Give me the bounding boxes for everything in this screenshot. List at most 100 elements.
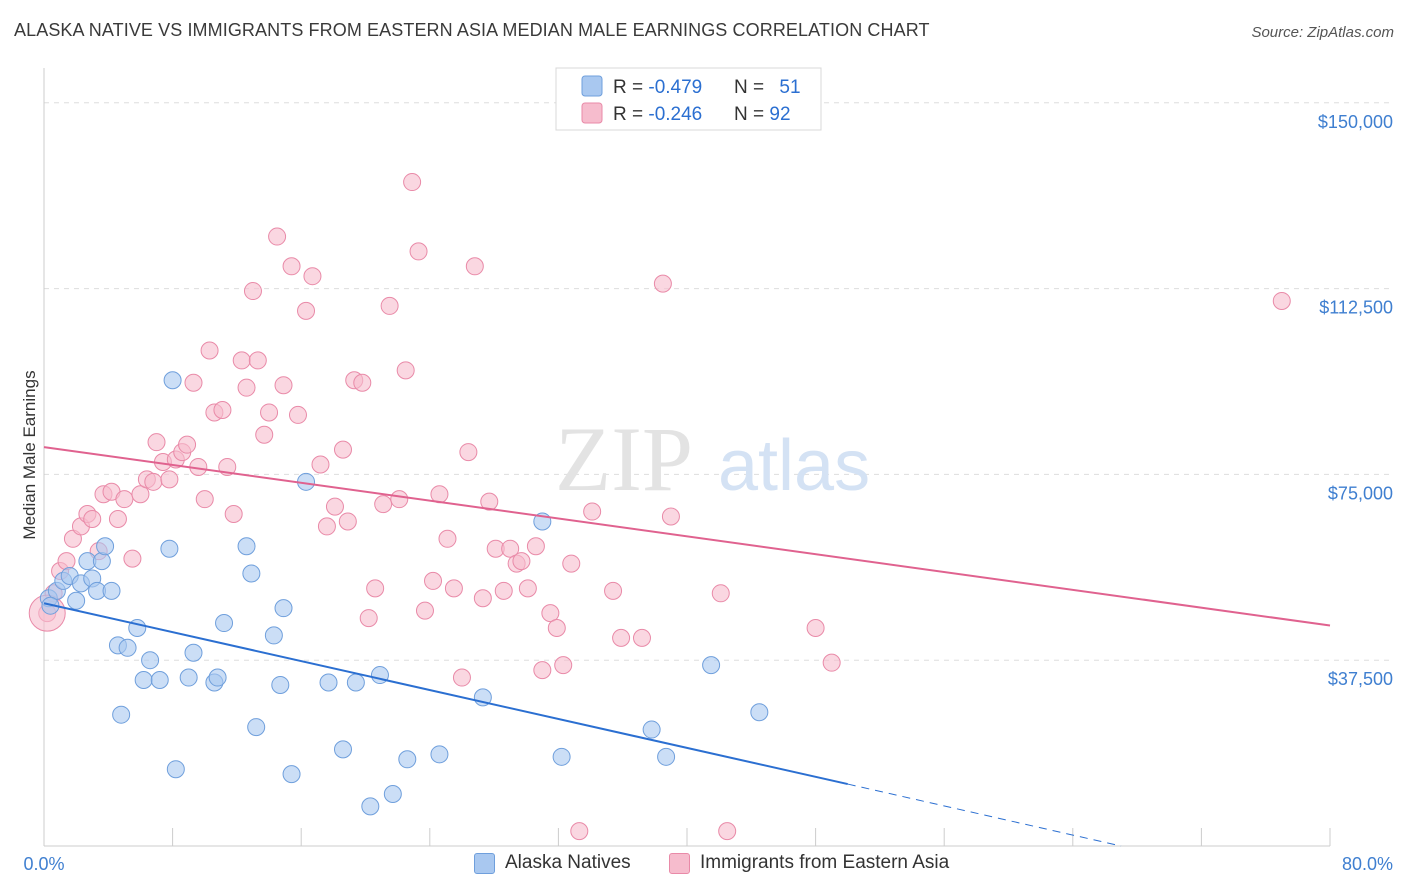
data-point-eastern-asia-59 bbox=[424, 571, 443, 590]
trend-line-eastern-asia bbox=[43, 446, 1331, 627]
data-point-eastern-asia-11 bbox=[108, 509, 127, 528]
data-point-eastern-asia-50 bbox=[359, 609, 378, 628]
x-tick-label-0: 0.0% bbox=[23, 854, 64, 874]
data-point-eastern-asia-23 bbox=[184, 373, 203, 392]
data-point-alaska-19 bbox=[160, 539, 179, 558]
data-point-alaska-14 bbox=[118, 638, 137, 657]
data-point-eastern-asia-17 bbox=[147, 433, 166, 452]
trend-lines bbox=[43, 446, 1331, 847]
data-point-eastern-asia-72 bbox=[512, 552, 531, 571]
data-point-eastern-asia-73 bbox=[518, 579, 537, 598]
data-point-eastern-asia-13 bbox=[123, 549, 142, 568]
data-point-alaska-16 bbox=[134, 671, 153, 690]
data-point-alaska-31 bbox=[274, 599, 293, 618]
data-point-eastern-asia-45 bbox=[325, 497, 344, 516]
trend-line-alaska bbox=[43, 602, 848, 786]
data-point-alaska-27 bbox=[242, 564, 261, 583]
y-tick-label-1: $75,000 bbox=[1328, 483, 1393, 503]
watermark-zip: ZIP bbox=[555, 408, 693, 510]
data-point-eastern-asia-25 bbox=[195, 490, 214, 509]
svg-text:R = -0.479: R = -0.479 bbox=[613, 77, 702, 98]
data-point-eastern-asia-65 bbox=[465, 257, 484, 276]
y-tick-label-0: $37,500 bbox=[1328, 669, 1393, 689]
data-point-eastern-asia-34 bbox=[248, 351, 267, 370]
data-point-eastern-asia-58 bbox=[415, 601, 434, 620]
data-point-alaska-49 bbox=[163, 371, 182, 390]
legend-n-label-2: N = bbox=[734, 104, 769, 125]
y-tick-label-3: $150,000 bbox=[1318, 112, 1393, 132]
data-point-alaska-41 bbox=[430, 745, 449, 764]
bottom-legend-swatch-pink bbox=[669, 852, 690, 874]
data-point-eastern-asia-79 bbox=[562, 554, 581, 573]
data-point-eastern-asia-14 bbox=[131, 485, 150, 504]
bottom-legend: Alaska Natives Immigrants from Eastern A… bbox=[0, 852, 1406, 878]
data-point-eastern-asia-47 bbox=[338, 512, 357, 531]
legend-r-value-2: -0.246 bbox=[648, 104, 702, 125]
data-point-alaska-21 bbox=[179, 668, 198, 687]
bottom-legend-item-eastern-asia: Immigrants from Eastern Asia bbox=[669, 852, 949, 874]
data-point-eastern-asia-67 bbox=[480, 492, 499, 511]
data-point-eastern-asia-33 bbox=[243, 282, 262, 301]
data-point-eastern-asia-36 bbox=[260, 403, 279, 422]
data-point-alaska-18 bbox=[150, 671, 169, 690]
data-point-eastern-asia-3 bbox=[57, 552, 76, 571]
data-point-eastern-asia-40 bbox=[288, 405, 307, 424]
data-point-eastern-asia-12 bbox=[115, 490, 134, 509]
data-point-eastern-asia-52 bbox=[374, 495, 393, 514]
data-point-eastern-asia-43 bbox=[311, 455, 330, 474]
grid-lines bbox=[44, 102, 1394, 661]
data-point-eastern-asia-64 bbox=[459, 443, 478, 462]
data-point-eastern-asia-81 bbox=[583, 502, 602, 521]
svg-text:N = 51: N = 51 bbox=[734, 77, 801, 98]
data-point-eastern-asia-56 bbox=[403, 173, 422, 192]
trend-line-alaska-extension bbox=[847, 783, 1122, 847]
data-point-eastern-asia-31 bbox=[232, 351, 251, 370]
legend-r-value-1: -0.479 bbox=[648, 77, 702, 98]
data-point-eastern-asia-83 bbox=[612, 628, 631, 647]
chart-title: ALASKA NATIVE VS IMMIGRANTS FROM EASTERN… bbox=[14, 20, 930, 40]
y-axis-label: Median Male Earnings bbox=[20, 370, 39, 539]
data-point-alaska-45 bbox=[642, 720, 661, 739]
data-point-alaska-39 bbox=[383, 784, 402, 803]
data-point-eastern-asia-16 bbox=[144, 472, 163, 491]
data-point-alaska-40 bbox=[398, 750, 417, 769]
data-point-alaska-46 bbox=[657, 747, 676, 766]
data-point-eastern-asia-19 bbox=[160, 470, 179, 489]
data-point-eastern-asia-80 bbox=[570, 822, 589, 841]
source-note: Source: ZipAtlas.com bbox=[1251, 24, 1394, 41]
data-point-alaska-32 bbox=[282, 765, 301, 784]
bottom-legend-label-eastern-asia: Immigrants from Eastern Asia bbox=[700, 852, 950, 873]
data-point-alaska-17 bbox=[141, 651, 160, 670]
data-point-alaska-20 bbox=[166, 760, 185, 779]
x-tick-label-1: 80.0% bbox=[1342, 854, 1393, 874]
data-point-eastern-asia-7 bbox=[83, 509, 102, 528]
bottom-legend-label-alaska: Alaska Natives bbox=[505, 852, 631, 873]
data-point-alaska-47 bbox=[702, 656, 721, 675]
data-point-eastern-asia-63 bbox=[452, 668, 471, 687]
data-point-alaska-37 bbox=[361, 797, 380, 816]
axes bbox=[43, 68, 1331, 847]
legend-swatch-pink bbox=[581, 102, 603, 124]
data-point-eastern-asia-44 bbox=[317, 517, 336, 536]
data-point-eastern-asia-82 bbox=[604, 581, 623, 600]
legend-swatch-blue bbox=[581, 75, 603, 97]
x-tick-labels: 0.0% 80.0% bbox=[23, 854, 1393, 874]
data-point-eastern-asia-57 bbox=[409, 242, 428, 261]
data-point-eastern-asia-53 bbox=[380, 296, 399, 315]
data-point-eastern-asia-91 bbox=[661, 507, 680, 526]
data-point-eastern-asia-62 bbox=[444, 579, 463, 598]
data-point-eastern-asia-76 bbox=[541, 604, 560, 623]
data-point-eastern-asia-38 bbox=[274, 376, 293, 395]
data-point-alaska-30 bbox=[271, 675, 290, 694]
y-tick-label-2: $112,500 bbox=[1319, 298, 1393, 318]
legend-r-label-1: R = bbox=[613, 77, 648, 98]
data-point-alaska-4 bbox=[67, 591, 86, 610]
legend-n-value-1: 51 bbox=[779, 77, 800, 98]
data-point-eastern-asia-89 bbox=[1272, 291, 1291, 310]
data-point-eastern-asia-75 bbox=[533, 661, 552, 680]
watermark: ZIP atlas bbox=[555, 408, 870, 510]
data-point-alaska-22 bbox=[184, 643, 203, 662]
data-point-eastern-asia-85 bbox=[711, 584, 730, 603]
data-point-eastern-asia-55 bbox=[396, 361, 415, 380]
